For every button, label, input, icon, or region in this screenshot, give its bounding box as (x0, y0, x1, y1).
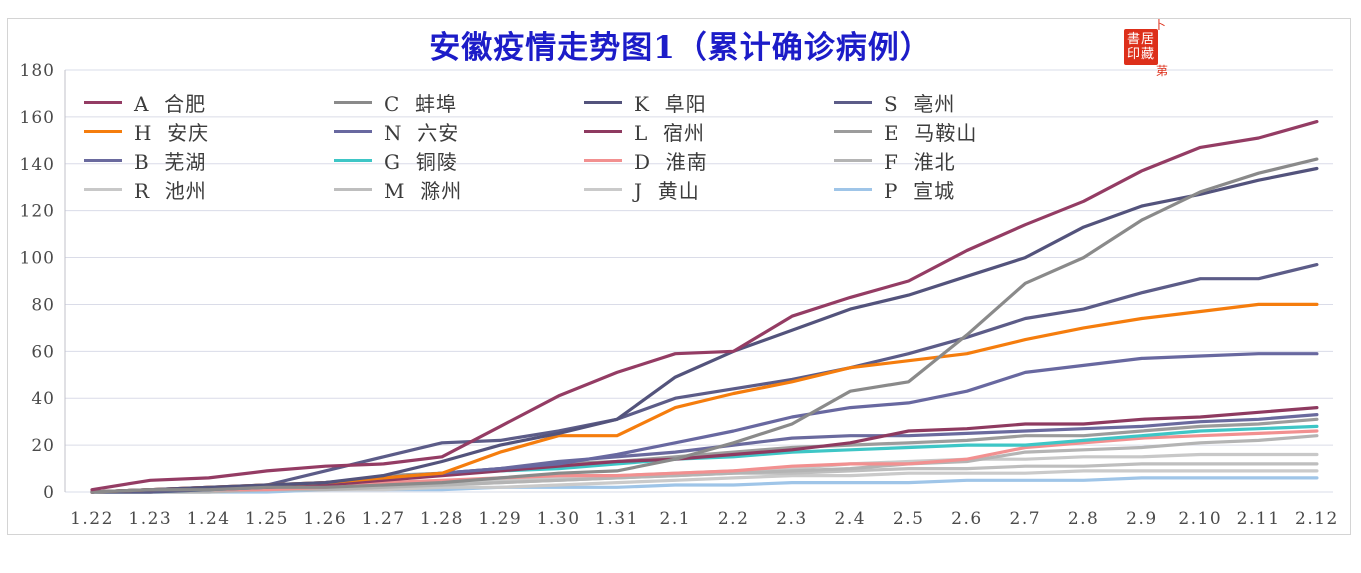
x-tick-label: 1.22 (70, 509, 114, 529)
legend-swatch-R (84, 187, 122, 191)
legend-label-F: F 淮北 (884, 149, 956, 174)
seal-mark-bottom: 苐 (1155, 64, 1168, 78)
x-tick-label: 1.31 (595, 509, 639, 529)
x-tick-label: 1.26 (303, 509, 347, 529)
legend-swatch-L (584, 129, 622, 133)
legend-swatch-S (834, 100, 872, 104)
x-tick-label: 2.4 (835, 509, 867, 529)
legend-label-E: E 马鞍山 (884, 120, 978, 145)
legend-swatch-P (834, 187, 872, 191)
seal-text: 書居印藏 (1127, 32, 1156, 62)
legend-label-B: B 芜湖 (134, 149, 207, 174)
x-tick-label: 2.6 (951, 509, 983, 529)
legend-label-G: G 铜陵 (384, 149, 458, 174)
y-tick-label: 0 (43, 483, 55, 503)
x-tick-label: 2.2 (718, 509, 750, 529)
legend-item-B-芜湖: B 芜湖 (84, 148, 207, 174)
x-tick-label: 2.11 (1237, 509, 1281, 529)
x-tick-label: 2.8 (1068, 509, 1100, 529)
y-tick-label: 100 (20, 249, 55, 269)
legend-label-R: R 池州 (134, 178, 207, 203)
seal-box: 書居印藏 (1124, 29, 1158, 65)
legend-swatch-B (84, 158, 122, 162)
legend-item-A-合肥: A 合肥 (84, 90, 207, 116)
y-tick-label: 160 (20, 108, 55, 128)
legend-item-L-宿州: L 宿州 (584, 119, 705, 145)
series-line-S-亳州 (90, 263, 1319, 494)
legend-item-P-宣城: P 宣城 (834, 177, 956, 203)
legend-label-K: K 阜阳 (634, 91, 707, 116)
legend-label-H: H 安庆 (134, 120, 210, 145)
x-tick-label: 2.9 (1126, 509, 1158, 529)
legend-item-N-六安: N 六安 (334, 119, 460, 145)
series-line-A-合肥 (90, 119, 1319, 492)
legend-swatch-H (84, 129, 122, 133)
x-tick-label: 1.29 (478, 509, 522, 529)
x-tick-label: 1.30 (537, 509, 581, 529)
legend-swatch-M (334, 187, 372, 191)
y-tick-label: 20 (31, 436, 55, 456)
legend-label-N: N 六安 (384, 120, 460, 145)
legend-label-P: P 宣城 (884, 178, 956, 203)
legend-swatch-A (84, 100, 122, 104)
x-tick-label: 1.23 (128, 509, 172, 529)
x-tick-label: 2.1 (660, 509, 692, 529)
legend-swatch-E (834, 129, 872, 133)
y-tick-label: 180 (20, 61, 55, 81)
legend-label-A: A 合肥 (134, 91, 207, 116)
y-tick-label: 140 (20, 155, 55, 175)
legend-item-E-马鞍山: E 马鞍山 (834, 119, 978, 145)
legend-item-M-滁州: M 滁州 (334, 177, 463, 203)
x-tick-label: 1.24 (187, 509, 231, 529)
x-tick-label: 2.7 (1010, 509, 1042, 529)
y-tick-label: 60 (31, 342, 55, 362)
legend-label-D: D 淮南 (634, 149, 708, 174)
y-tick-label: 80 (31, 295, 55, 315)
series-line-K-阜阳 (90, 166, 1319, 494)
legend-item-H-安庆: H 安庆 (84, 119, 210, 145)
legend-label-S: S 亳州 (884, 91, 956, 116)
legend-swatch-K (584, 100, 622, 104)
y-tick-label: 40 (31, 389, 55, 409)
x-tick-label: 1.27 (362, 509, 406, 529)
legend-item-K-阜阳: K 阜阳 (584, 90, 707, 116)
chart-title: 安徽疫情走势图1（累计确诊病例） (429, 30, 932, 66)
legend-swatch-C (334, 100, 372, 104)
x-tick-label: 2.10 (1178, 509, 1222, 529)
legend-item-J-黄山: J 黄山 (584, 177, 700, 203)
legend-item-F-淮北: F 淮北 (834, 148, 956, 174)
x-tick-label: 1.28 (420, 509, 464, 529)
legend-item-D-淮南: D 淮南 (584, 148, 708, 174)
legend-item-R-池州: R 池州 (84, 177, 207, 203)
legend-swatch-J (584, 187, 622, 191)
legend-item-C-蚌埠: C 蚌埠 (334, 90, 458, 116)
legend-swatch-D (584, 158, 622, 162)
seal-mark-top: 卜 (1153, 18, 1166, 32)
red-seal-stamp: 卜 書居印藏 苐 (1124, 19, 1168, 77)
legend-item-G-铜陵: G 铜陵 (334, 148, 458, 174)
legend-swatch-F (834, 158, 872, 162)
legend-swatch-G (334, 158, 372, 162)
x-tick-label: 2.3 (776, 509, 808, 529)
legend-label-C: C 蚌埠 (384, 91, 458, 116)
legend-label-M: M 滁州 (384, 178, 463, 203)
x-tick-label: 2.5 (893, 509, 925, 529)
x-tick-label: 2.12 (1295, 509, 1339, 529)
legend-swatch-N (334, 129, 372, 133)
legend-item-S-亳州: S 亳州 (834, 90, 956, 116)
y-tick-label: 120 (20, 202, 55, 222)
x-tick-label: 1.25 (245, 509, 289, 529)
legend-label-L: L 宿州 (634, 120, 705, 145)
legend-label-J: J 黄山 (634, 178, 700, 203)
series-line-C-蚌埠 (90, 157, 1319, 494)
